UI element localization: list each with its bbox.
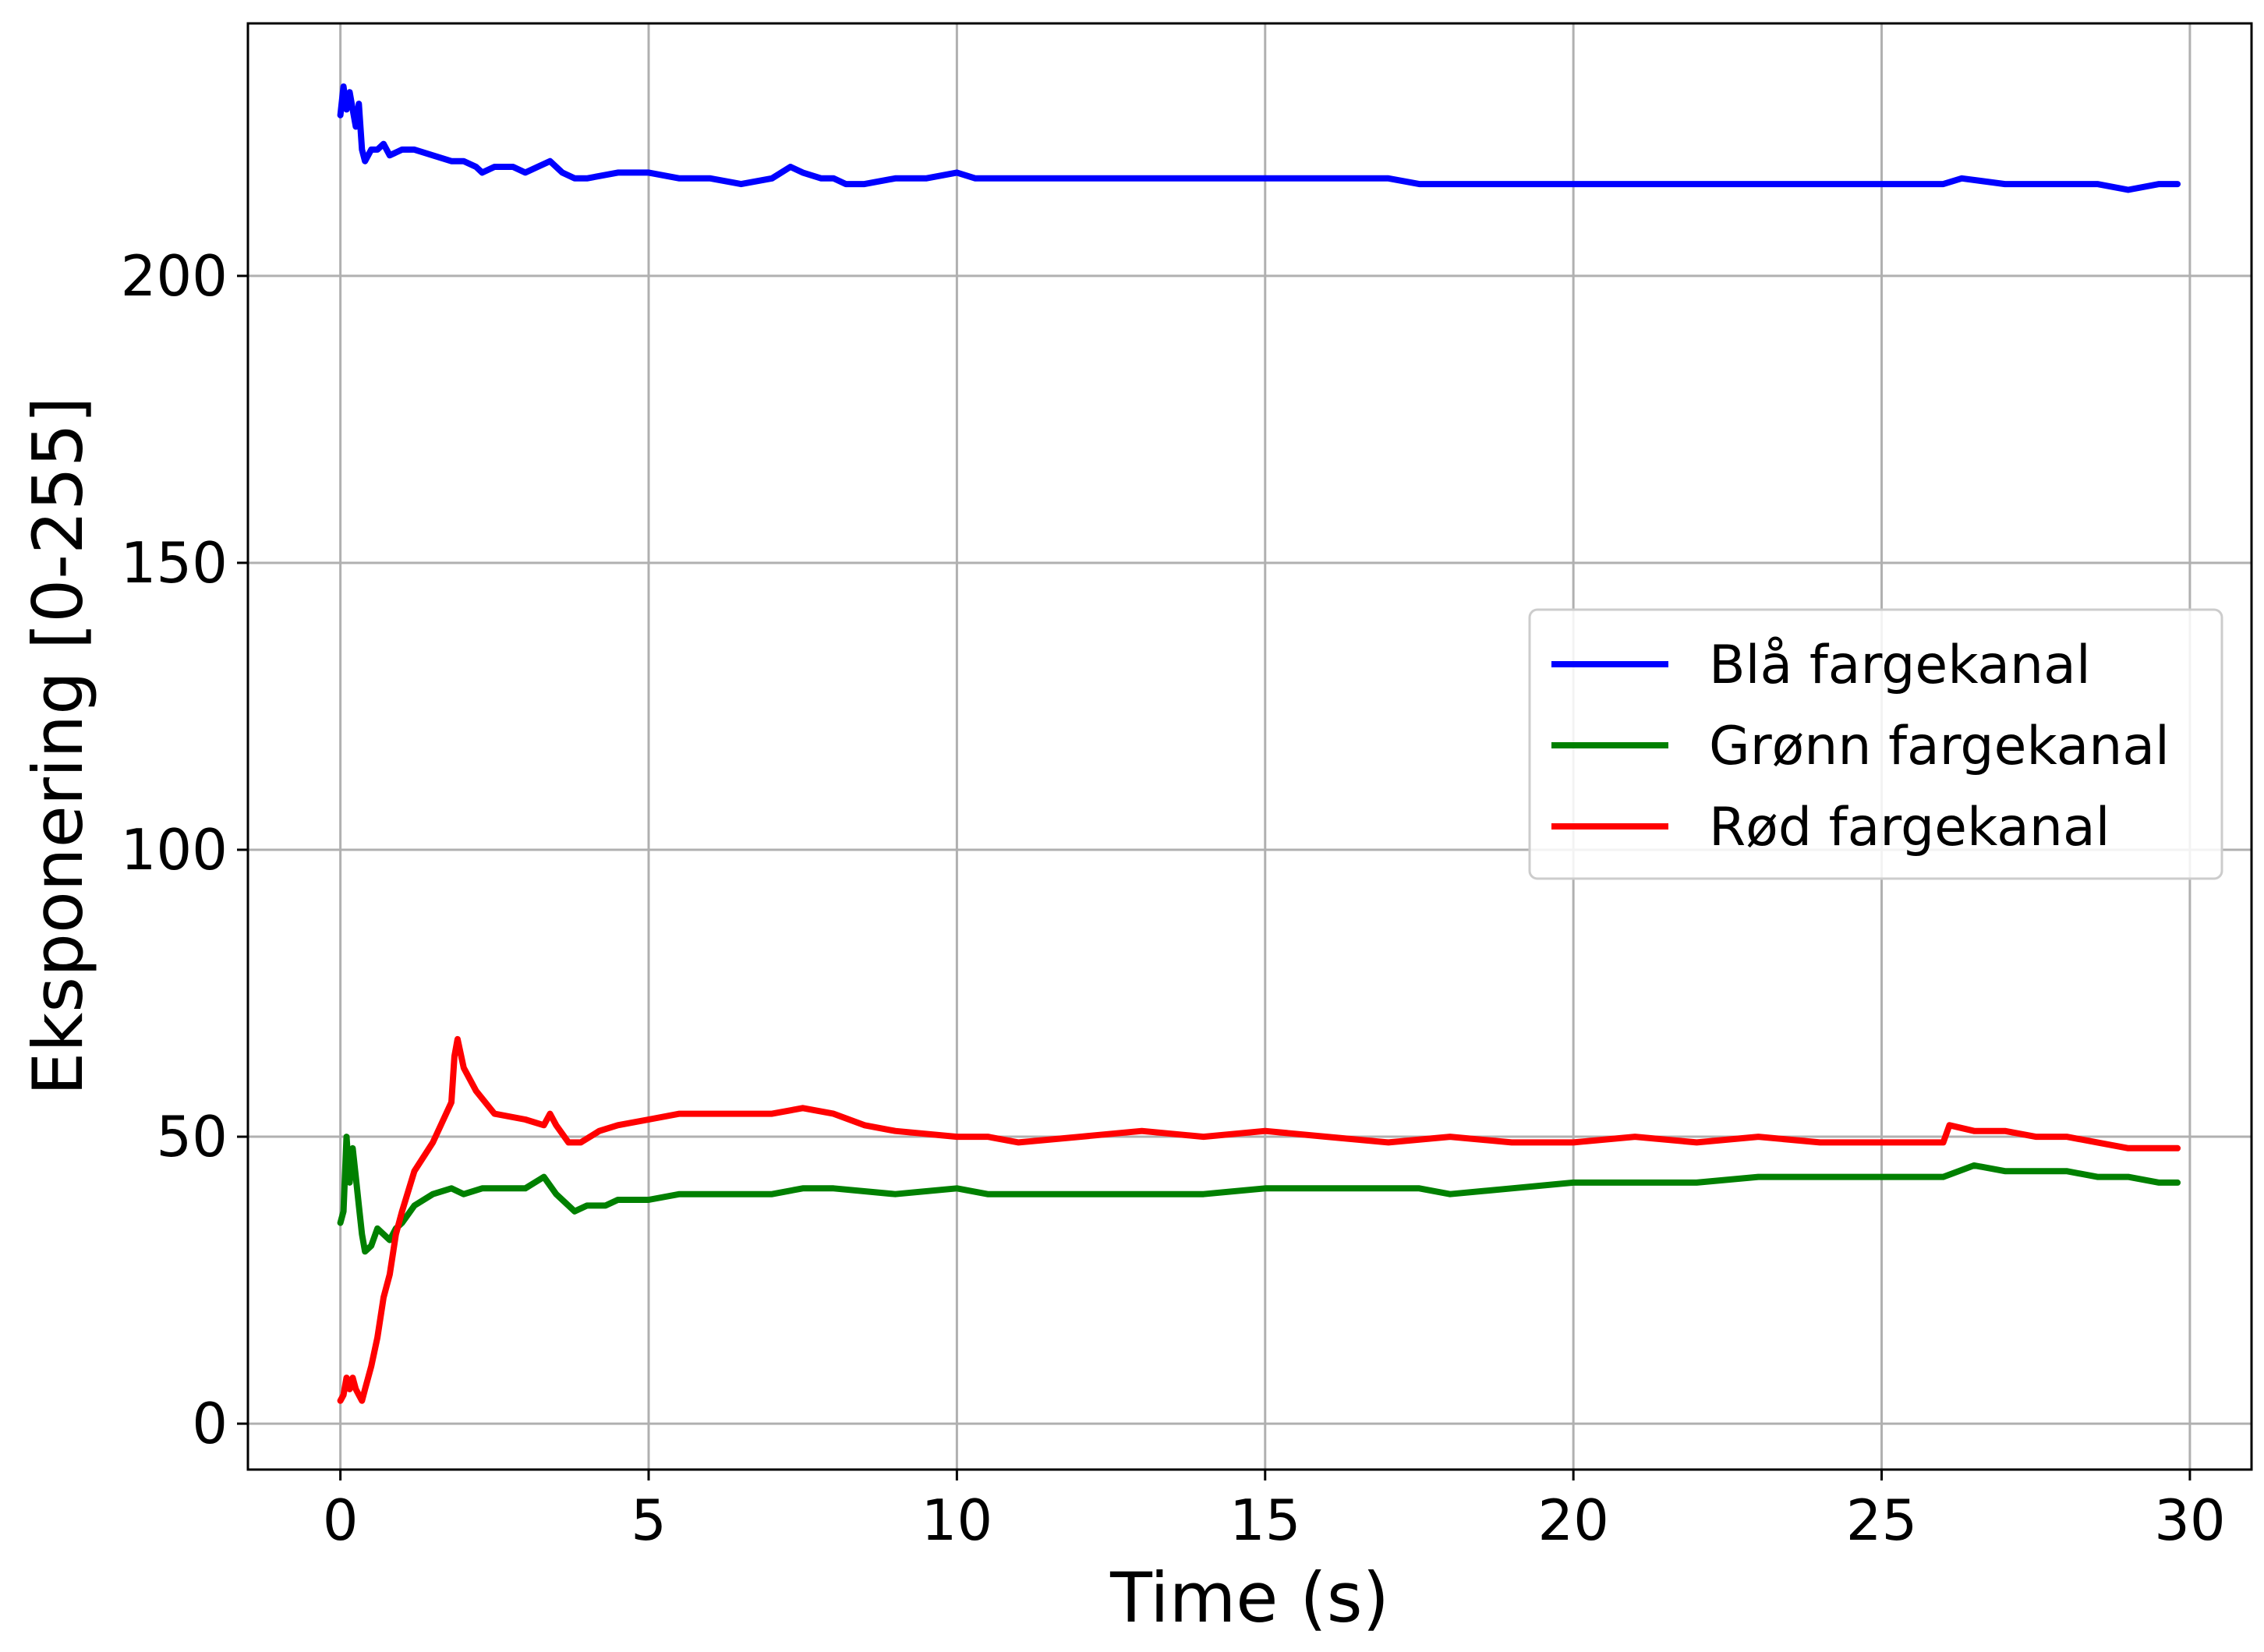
legend: Blå fargekanal Grønn fargekanal Rød fargek… bbox=[1528, 608, 2223, 880]
y-axis-ticks: 0 50 100 150 200 bbox=[121, 243, 248, 1456]
y-tick-label: 0 bbox=[192, 1391, 228, 1456]
y-tick-label: 50 bbox=[156, 1104, 228, 1169]
series-line-1 bbox=[337, 1134, 2181, 1255]
legend-entries: Blå fargekanal Grønn fargekanal Rød fargek… bbox=[1551, 635, 2170, 858]
y-tick-label: 150 bbox=[121, 530, 228, 596]
y-axis-title: Eksponering [0-255] bbox=[18, 397, 98, 1096]
y-tick-label: 100 bbox=[121, 817, 228, 883]
x-tick-label: 10 bbox=[922, 1488, 993, 1553]
x-tick-label: 0 bbox=[323, 1488, 359, 1553]
x-tick-label: 15 bbox=[1229, 1488, 1301, 1553]
series-line-0 bbox=[337, 83, 2181, 193]
series-line-2 bbox=[337, 1035, 2181, 1404]
x-axis-title: Time (s) bbox=[1109, 1558, 1389, 1638]
legend-box bbox=[1528, 608, 2223, 880]
x-tick-label: 20 bbox=[1537, 1488, 1609, 1553]
x-axis-ticks: 0 5 10 15 20 25 30 bbox=[323, 1470, 2226, 1553]
plot-area-frame bbox=[246, 22, 2253, 1471]
x-tick-label: 25 bbox=[1846, 1488, 1918, 1553]
legend-label-2: Rød fargekanal bbox=[1709, 797, 2110, 858]
legend-label-1: Grønn fargekanal bbox=[1709, 716, 2170, 777]
series-lines bbox=[337, 83, 2181, 1404]
x-tick-label: 5 bbox=[631, 1488, 667, 1553]
y-tick-label: 200 bbox=[121, 243, 228, 309]
x-tick-label: 30 bbox=[2154, 1488, 2226, 1553]
legend-label-0: Blå fargekanal bbox=[1709, 635, 2091, 696]
